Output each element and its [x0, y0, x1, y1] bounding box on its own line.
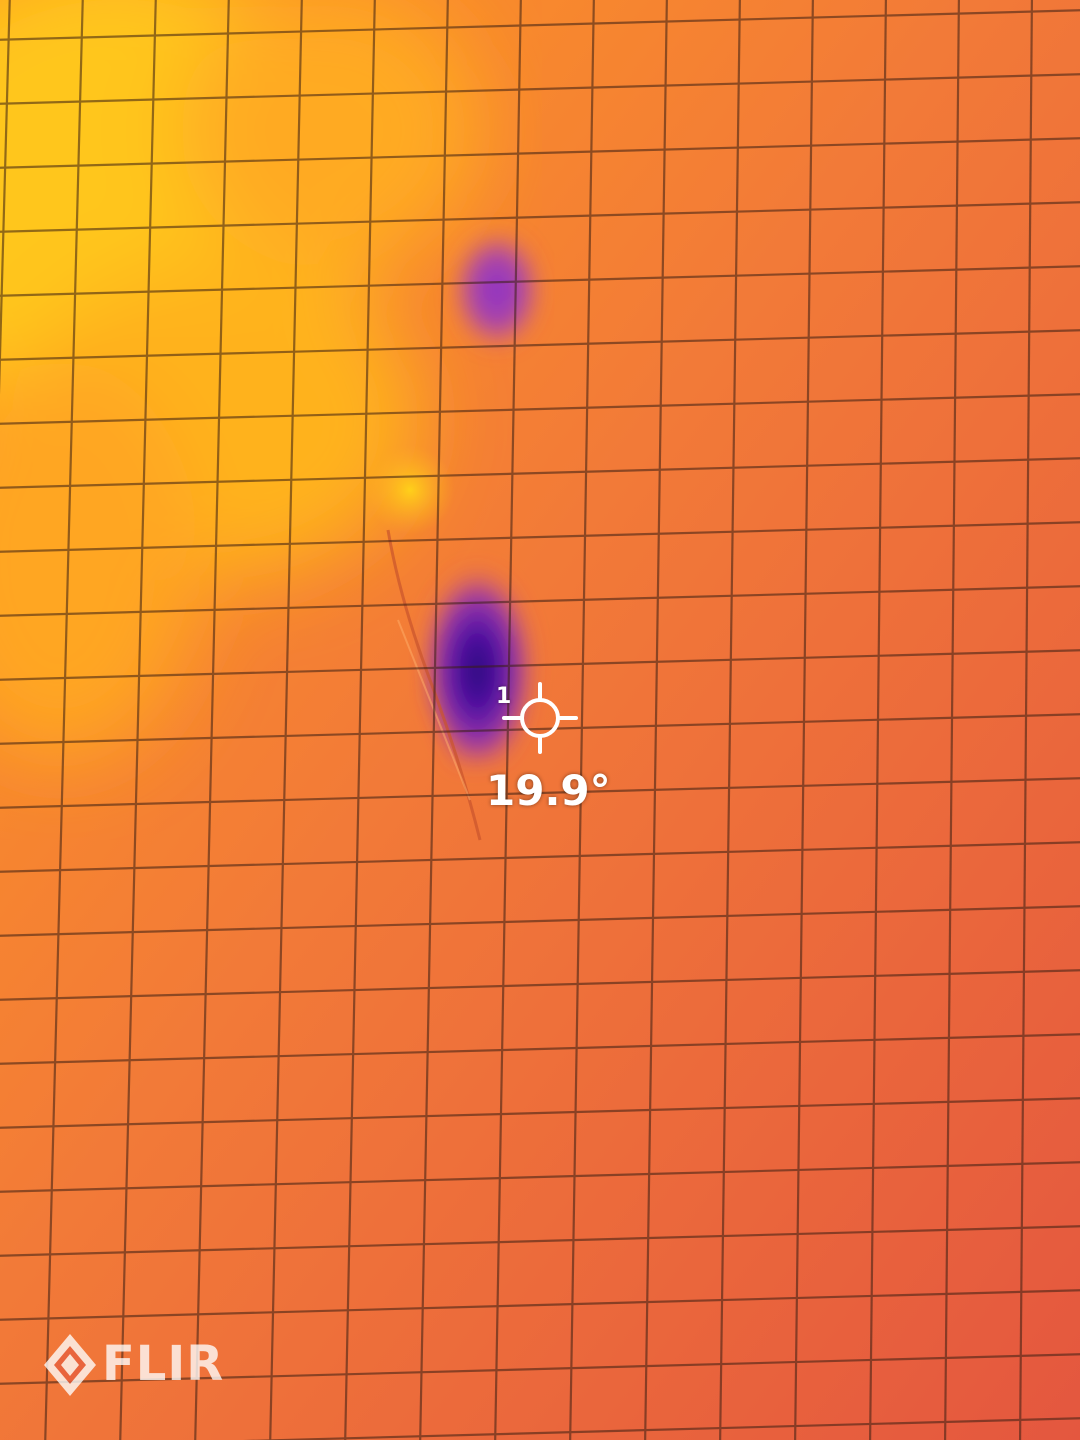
grid-line-horizontal [0, 9, 1080, 41]
grid-line-vertical [0, 0, 11, 396]
grid-line-horizontal [0, 521, 1080, 553]
spot-id-label: 1 [496, 684, 512, 709]
grid-line-horizontal [0, 329, 1080, 361]
grid-line-horizontal [0, 969, 1080, 1001]
grid-line-horizontal [0, 201, 1080, 233]
flir-mark-icon [44, 1334, 96, 1396]
grid-line-horizontal [242, 1417, 1080, 1440]
crosshair-icon [502, 682, 578, 754]
grid-line-vertical [344, 0, 376, 1440]
grid-line-vertical [943, 0, 961, 1440]
grid-line-vertical [1018, 0, 1034, 1440]
grid-line-vertical [644, 0, 668, 1440]
grid-line-horizontal [0, 457, 1080, 489]
grid-line-vertical [719, 0, 741, 1440]
grid-line-horizontal [0, 841, 1080, 873]
warm-hotspot [365, 445, 455, 535]
grid-line-vertical [569, 0, 595, 1440]
grid-line-horizontal [0, 393, 1080, 425]
grid-line-horizontal [0, 265, 1080, 297]
grid-line-horizontal [0, 1289, 1080, 1321]
grid-line-horizontal [0, 1161, 1080, 1193]
grid-line-vertical [794, 0, 814, 1440]
grid-line-horizontal [0, 777, 1080, 809]
grid-line-vertical [419, 0, 449, 1440]
warm-region [0, 0, 480, 760]
flir-logo: FLIR [40, 1332, 240, 1402]
grid-line-horizontal [0, 1353, 1080, 1385]
grid-line-vertical [194, 0, 230, 1440]
grid-line-horizontal [0, 649, 1080, 681]
grid-line-horizontal [0, 73, 1080, 105]
cold-spot-lower [420, 555, 535, 765]
grid-line-horizontal [0, 713, 1080, 745]
grid-line-vertical [44, 0, 84, 1440]
grid-line-horizontal [0, 905, 1080, 937]
grid-line-vertical [119, 0, 157, 1440]
grid-line-vertical [269, 0, 303, 1440]
grid-line-horizontal [0, 137, 1080, 169]
grid-line-horizontal [0, 1097, 1080, 1129]
cold-spot-upper [452, 230, 542, 350]
grid-line-horizontal [0, 1225, 1080, 1257]
grid-line-horizontal [0, 585, 1080, 617]
grid-line-horizontal [0, 1033, 1080, 1065]
spot-temperature: 19.9° [486, 766, 611, 815]
flir-wordmark: FLIR [102, 1336, 225, 1392]
